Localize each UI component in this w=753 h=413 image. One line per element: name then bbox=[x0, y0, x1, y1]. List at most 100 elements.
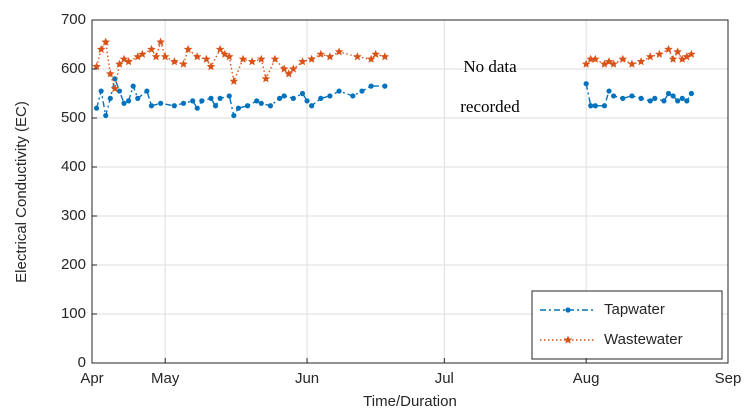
data-point bbox=[359, 88, 365, 94]
data-point bbox=[318, 95, 324, 101]
y-axis-label: Electrical Conductivity (EC) bbox=[13, 101, 30, 283]
data-point bbox=[126, 98, 132, 104]
data-point bbox=[684, 98, 690, 104]
data-point bbox=[281, 93, 287, 99]
x-tick-label: Apr bbox=[80, 370, 103, 387]
data-point bbox=[238, 54, 248, 63]
x-tick-label: Aug bbox=[573, 370, 600, 387]
data-point bbox=[220, 49, 229, 58]
data-point bbox=[687, 49, 696, 58]
data-point bbox=[688, 90, 694, 97]
y-tick-label: 700 bbox=[61, 11, 86, 28]
data-point bbox=[135, 95, 141, 101]
data-point bbox=[591, 54, 600, 63]
data-point bbox=[670, 93, 676, 99]
data-point bbox=[629, 93, 635, 99]
annotation: recorded bbox=[460, 97, 520, 116]
data-point bbox=[206, 62, 216, 71]
data-point bbox=[258, 100, 264, 106]
data-point bbox=[270, 54, 280, 63]
data-point bbox=[244, 103, 251, 109]
plot-frame bbox=[91, 19, 729, 364]
data-point bbox=[289, 64, 298, 73]
data-point bbox=[366, 54, 376, 63]
data-point bbox=[581, 59, 591, 68]
data-point bbox=[217, 95, 223, 101]
data-point bbox=[170, 57, 179, 66]
data-point bbox=[226, 93, 232, 99]
data-point bbox=[124, 57, 133, 66]
series-lines bbox=[92, 37, 696, 119]
data-point bbox=[290, 95, 296, 101]
y-tick-label: 0 bbox=[78, 354, 86, 371]
data-point bbox=[309, 103, 315, 109]
data-point bbox=[110, 84, 120, 93]
data-point bbox=[93, 105, 100, 111]
x-tick-label: Jun bbox=[295, 370, 319, 387]
data-point bbox=[588, 103, 594, 109]
data-point bbox=[618, 54, 627, 63]
data-point bbox=[106, 69, 115, 78]
data-point bbox=[307, 54, 316, 63]
data-point bbox=[668, 54, 678, 63]
data-point bbox=[675, 98, 681, 104]
legend-marker bbox=[563, 335, 573, 344]
legend-label: Wastewater bbox=[604, 331, 683, 348]
data-point bbox=[284, 69, 293, 78]
data-point bbox=[592, 103, 598, 109]
data-point bbox=[298, 57, 307, 66]
data-point bbox=[257, 54, 266, 63]
data-point bbox=[368, 83, 374, 89]
data-point bbox=[147, 44, 156, 53]
data-point bbox=[606, 88, 612, 94]
data-point bbox=[130, 83, 136, 89]
legend: Tapwater Wastewater bbox=[531, 290, 723, 360]
data-point bbox=[116, 88, 123, 94]
data-point bbox=[107, 95, 113, 101]
data-point bbox=[208, 95, 214, 101]
data-point bbox=[638, 95, 644, 101]
data-point bbox=[202, 54, 211, 63]
data-point bbox=[664, 44, 673, 53]
data-point bbox=[371, 49, 380, 58]
data-point bbox=[627, 59, 637, 68]
data-point bbox=[138, 49, 147, 58]
data-point bbox=[148, 103, 155, 109]
data-point bbox=[254, 98, 260, 104]
data-point bbox=[665, 90, 672, 97]
annotation: No data bbox=[463, 57, 517, 76]
data-point bbox=[179, 59, 188, 68]
data-point bbox=[380, 52, 390, 61]
data-point bbox=[180, 100, 187, 106]
data-point bbox=[382, 83, 388, 89]
y-tick-label: 500 bbox=[61, 109, 86, 126]
data-point bbox=[225, 52, 234, 61]
data-point bbox=[647, 98, 653, 104]
data-point bbox=[101, 37, 110, 46]
data-point bbox=[199, 98, 205, 104]
data-point bbox=[609, 59, 618, 68]
data-point bbox=[336, 88, 342, 94]
data-point bbox=[261, 74, 271, 83]
data-point bbox=[103, 112, 109, 119]
y-tick-label: 100 bbox=[61, 305, 86, 322]
data-point bbox=[92, 62, 101, 71]
data-point bbox=[96, 44, 106, 53]
data-point bbox=[682, 52, 692, 61]
legend-box bbox=[531, 290, 723, 360]
data-point bbox=[133, 52, 142, 61]
x-tick-label: Jul bbox=[435, 370, 454, 387]
legend-label: Tapwater bbox=[604, 301, 665, 318]
data-point bbox=[160, 52, 170, 61]
data-point bbox=[194, 105, 200, 111]
data-point bbox=[158, 100, 164, 106]
data-point bbox=[235, 105, 242, 111]
data-point bbox=[327, 93, 333, 99]
data-point bbox=[115, 59, 124, 68]
legend-marker bbox=[565, 307, 571, 313]
data-point bbox=[247, 57, 257, 66]
data-point bbox=[183, 44, 193, 53]
data-point bbox=[583, 81, 589, 87]
data-point bbox=[661, 98, 667, 104]
data-point bbox=[212, 103, 219, 109]
